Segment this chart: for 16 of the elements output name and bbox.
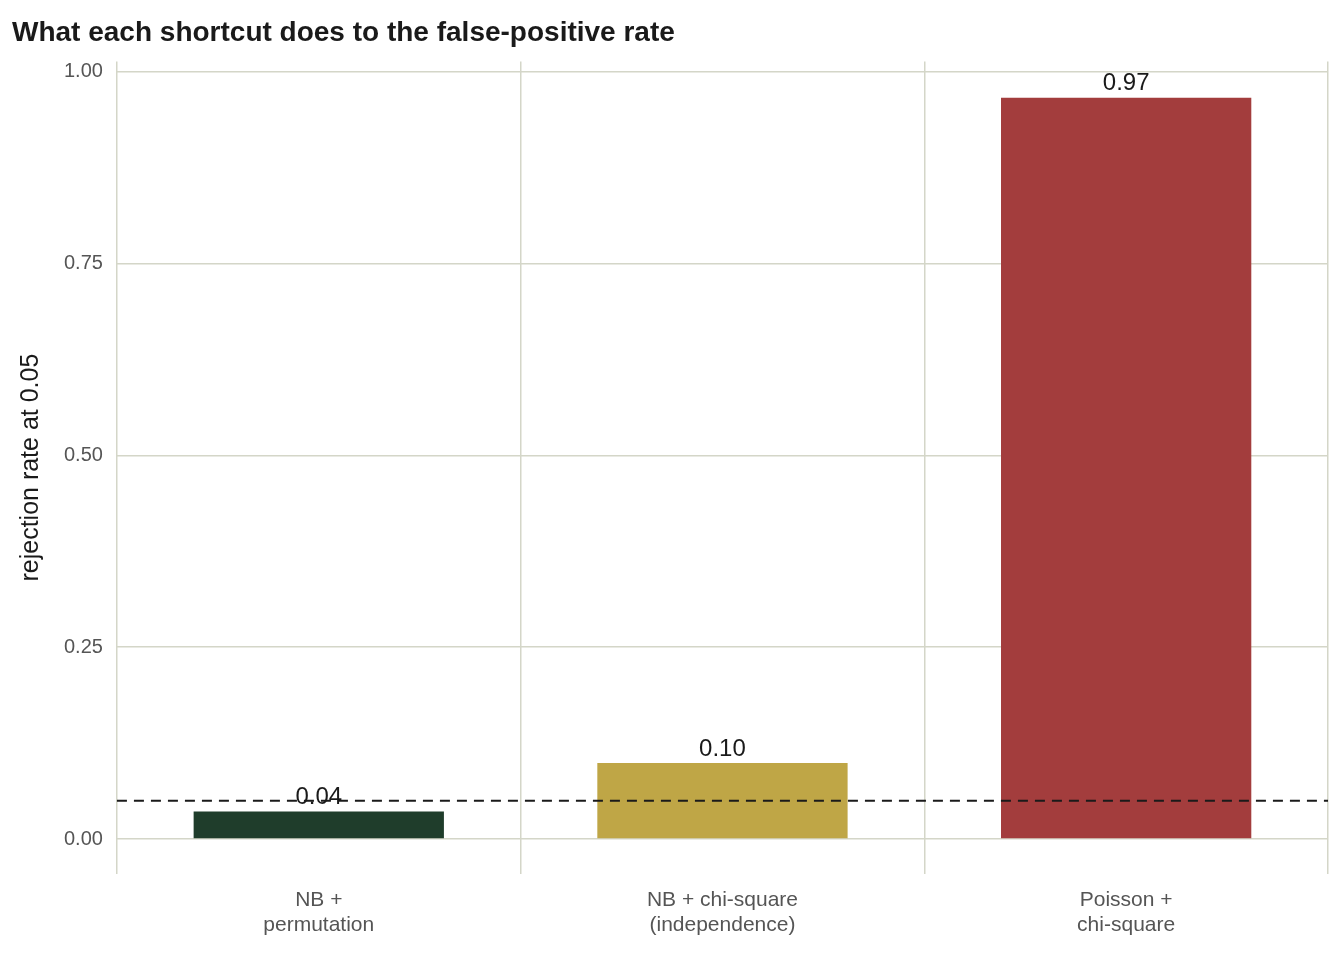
bar <box>597 763 848 839</box>
y-tick-label: 0.75 <box>63 250 103 273</box>
y-tick-label: 0.00 <box>63 826 103 849</box>
y-tick-label: 0.50 <box>63 442 103 465</box>
chart-title: What each shortcut does to the false-positive rate <box>12 15 675 47</box>
data-label: 0.04 <box>295 782 343 810</box>
y-axis-title: rejection rate at 0.05 <box>14 353 43 582</box>
y-tick-label: 0.25 <box>63 634 103 657</box>
data-label: 0.10 <box>699 733 746 761</box>
x-tick-label: NB + chi-square (independence) <box>646 887 799 936</box>
y-tick-label: 1.00 <box>63 59 103 82</box>
bar <box>193 811 444 839</box>
x-tick-label: Poisson + chi-square <box>1077 887 1176 936</box>
x-tick-label: NB + permutation <box>263 887 375 936</box>
bar <box>1001 97 1252 839</box>
data-label: 0.97 <box>1102 68 1150 96</box>
